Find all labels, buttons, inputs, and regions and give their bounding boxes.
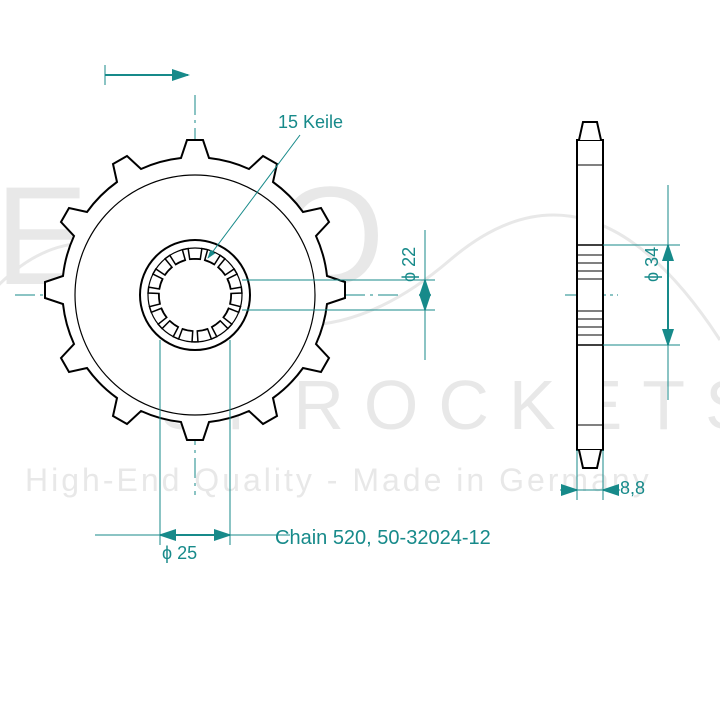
part-number-label: Chain 520, 50-32024-12 xyxy=(275,527,491,550)
sprocket-drawing xyxy=(0,0,720,720)
side-view xyxy=(560,122,680,500)
dia-25-label: ϕ 25 xyxy=(162,543,197,564)
dia-34-label: ϕ 34 xyxy=(642,247,663,282)
dia-22-label: ϕ 22 xyxy=(399,247,420,282)
thickness-label: 8,8 xyxy=(620,478,645,499)
spline-callout-label: 15 Keile xyxy=(278,112,343,133)
